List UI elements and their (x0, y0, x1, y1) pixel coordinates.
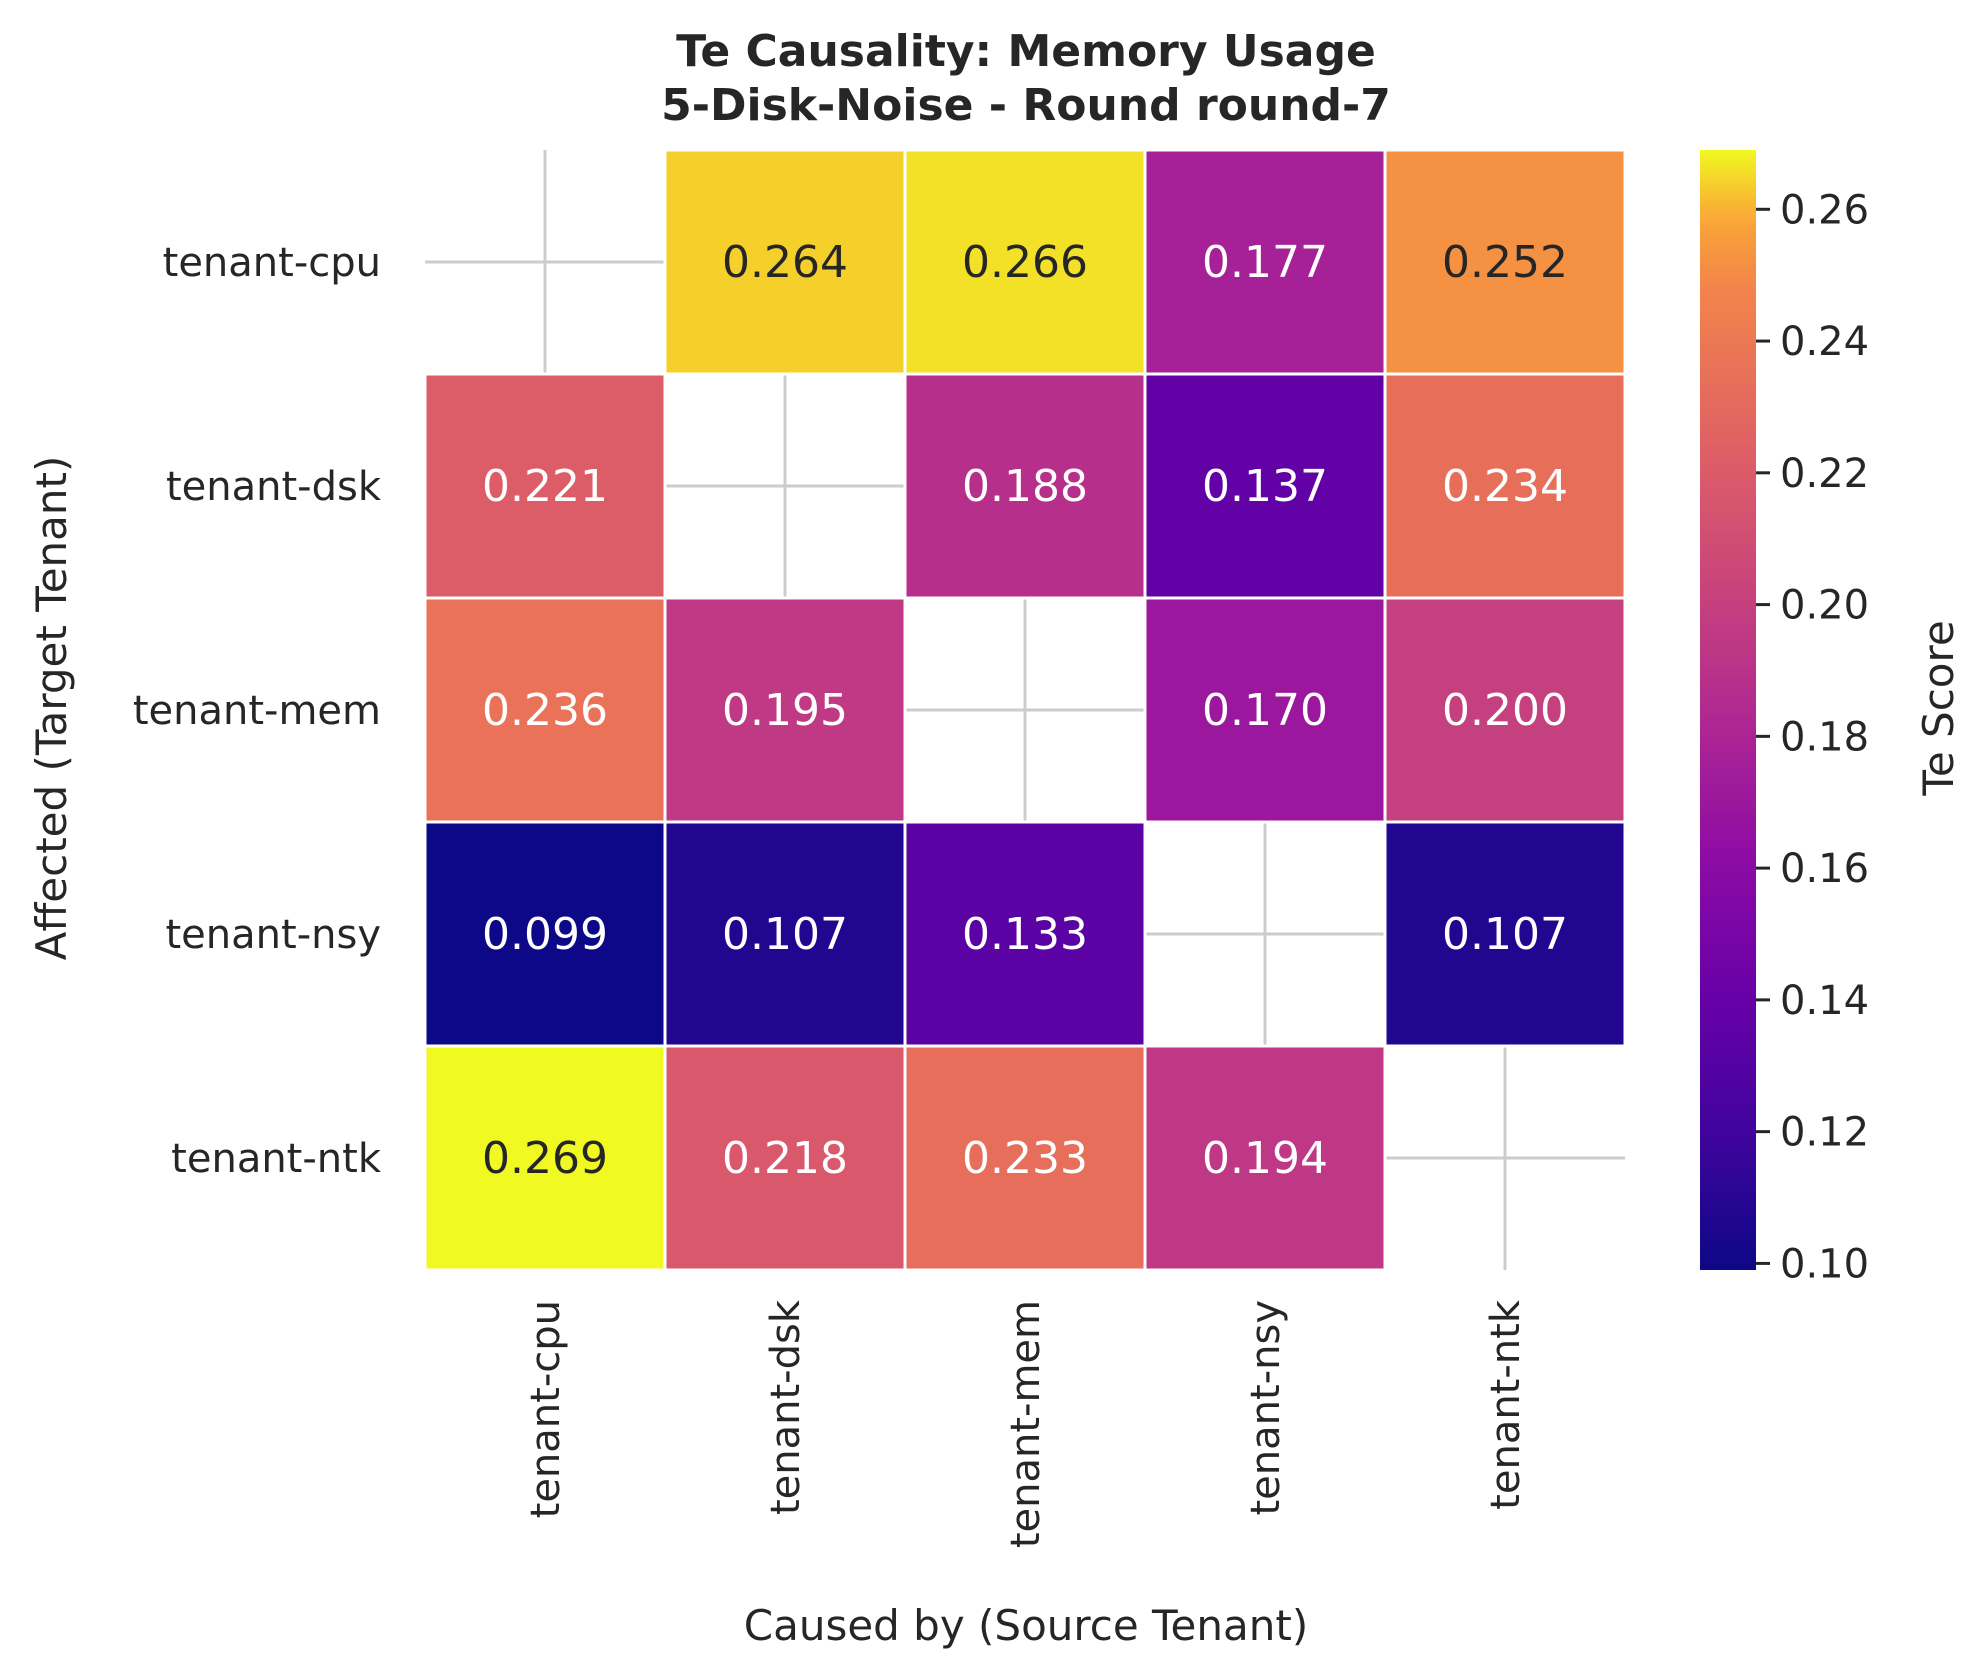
cell-value-label: 0.221 (482, 461, 608, 512)
heatmap-cell (1143, 1044, 1387, 1272)
cell-value-label: 0.218 (722, 1133, 848, 1184)
y-axis-label: Affected (Target Tenant) (27, 456, 76, 961)
x-tick-label: tenant-cpu (523, 1300, 569, 1518)
x-axis-label: Caused by (Source Tenant) (744, 1601, 1308, 1650)
heatmap-cell (663, 1044, 907, 1272)
heatmap-cell (423, 1044, 667, 1272)
heatmap-cell (903, 1044, 1147, 1272)
cell-value-label: 0.236 (482, 685, 608, 736)
cell-value-label: 0.269 (482, 1133, 608, 1184)
chart-title: Te Causality: Memory Usage (676, 26, 1376, 77)
heatmap-cells: 0.264 0.266 0.177 0.252 0.221 0.188 0.137 0.234… (423, 148, 1627, 1272)
colorbar-tick-label: 0.16 (1780, 846, 1869, 892)
cell-value-label: 0.107 (722, 909, 848, 960)
cell-value-label: 0.137 (1202, 461, 1328, 512)
cell-value-label: 0.194 (1202, 1133, 1328, 1184)
y-tick-label: tenant-nsy (166, 912, 382, 958)
y-tick-labels: tenant-cpu tenant-dsk tenant-mem tenant-nsy… (133, 240, 382, 1182)
y-tick-label: tenant-mem (133, 688, 381, 734)
cell-value-label: 0.252 (1442, 237, 1568, 288)
cell-value-label: 0.188 (962, 461, 1088, 512)
colorbar-tick-label: 0.10 (1780, 1241, 1869, 1287)
cell-value-label: 0.233 (962, 1133, 1088, 1184)
colorbar-label: Te Score (1914, 620, 1963, 796)
heatmap-cell (1143, 372, 1387, 600)
colorbar-tick-label: 0.26 (1780, 187, 1869, 233)
heatmap-cell (1383, 820, 1627, 1048)
heatmap-cell (663, 596, 907, 824)
heatmap-cell (903, 820, 1147, 1048)
x-tick-labels: tenant-cpu tenant-dsk tenant-mem tenant-nsy… (523, 1299, 1529, 1548)
cell-value-label: 0.170 (1202, 685, 1328, 736)
colorbar-tick-label: 0.14 (1780, 978, 1869, 1024)
cell-value-label: 0.099 (482, 909, 608, 960)
heatmap-cell (423, 372, 667, 600)
x-tick-label: tenant-nsy (1243, 1300, 1289, 1516)
y-tick-label: tenant-dsk (166, 464, 382, 510)
heatmap-cell (423, 820, 667, 1048)
heatmap-cell (903, 372, 1147, 600)
cell-value-label: 0.264 (722, 237, 848, 288)
colorbar-tick-label: 0.22 (1780, 451, 1869, 497)
heatmap-cell (423, 596, 667, 824)
cell-value-label: 0.266 (962, 237, 1088, 288)
cell-value-label: 0.107 (1442, 909, 1568, 960)
y-tick-label: tenant-cpu (163, 240, 381, 286)
colorbar-gradient (1700, 150, 1756, 1270)
cell-value-label: 0.200 (1442, 685, 1568, 736)
cell-value-label: 0.177 (1202, 237, 1328, 288)
colorbar-tick-label: 0.24 (1780, 319, 1869, 365)
x-tick-label: tenant-dsk (763, 1299, 809, 1515)
heatmap-cell (1383, 148, 1627, 376)
cell-value-label: 0.234 (1442, 461, 1568, 512)
y-tick-label: tenant-ntk (171, 1136, 382, 1182)
heatmap-cell (1383, 372, 1627, 600)
x-tick-label: tenant-mem (1003, 1300, 1049, 1548)
x-tick-label: tenant-ntk (1483, 1299, 1529, 1510)
chart-subtitle: 5-Disk-Noise - Round round-7 (661, 80, 1391, 131)
colorbar-tick-label: 0.18 (1780, 714, 1869, 760)
colorbar: 0.10 0.12 0.14 0.16 0.18 0.20 0.22 0.24 0.26 (1700, 150, 1869, 1287)
colorbar-tick-label: 0.12 (1780, 1110, 1869, 1156)
heatmap-cell (1143, 596, 1387, 824)
cell-value-label: 0.133 (962, 909, 1088, 960)
heatmap-cell (903, 148, 1147, 376)
colorbar-tick-label: 0.20 (1780, 583, 1869, 629)
cell-value-label: 0.195 (722, 685, 848, 736)
